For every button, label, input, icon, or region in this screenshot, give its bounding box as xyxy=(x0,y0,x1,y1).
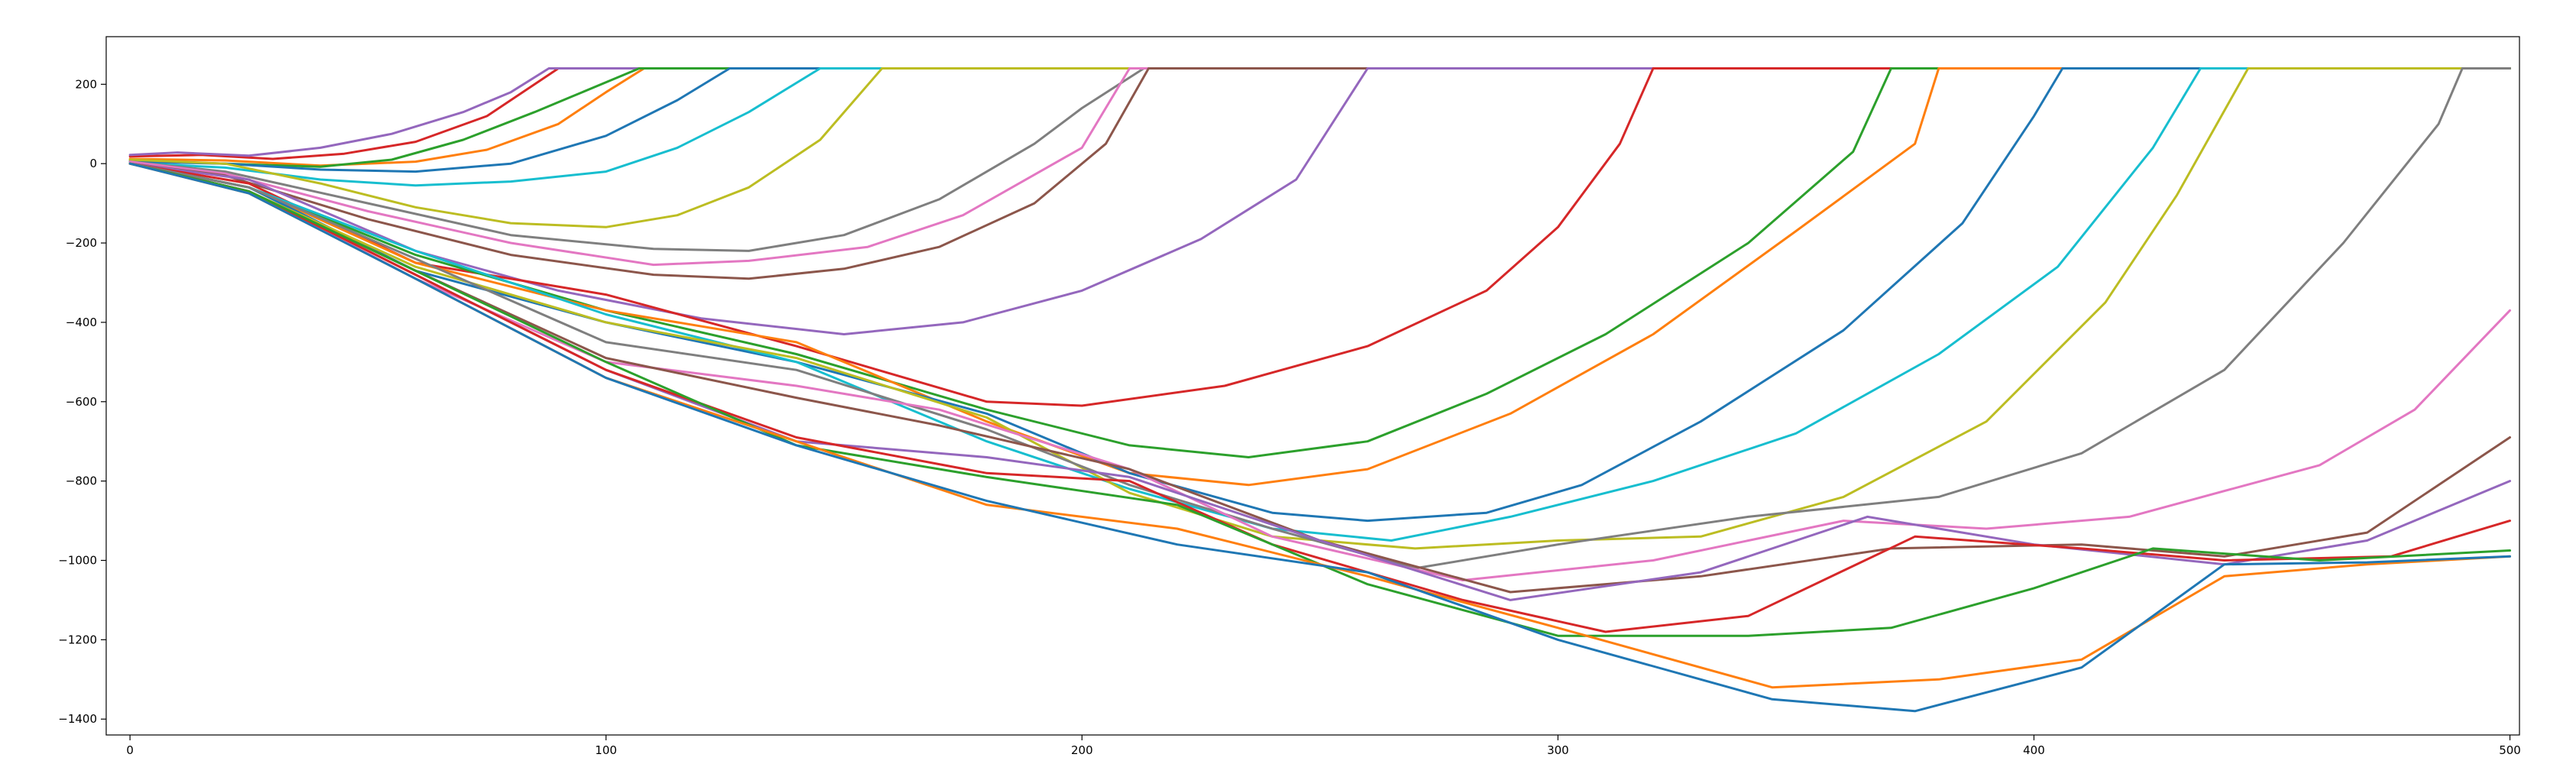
series-line-10 xyxy=(128,67,2511,280)
series-line-18 xyxy=(128,67,2511,570)
y-tick-label: −400 xyxy=(66,316,97,329)
series-line-14 xyxy=(128,67,2511,487)
x-tick-label: 200 xyxy=(1071,743,1093,757)
series-line-23 xyxy=(128,162,2511,637)
y-tick-label: −1000 xyxy=(58,554,97,568)
y-tick-label: −800 xyxy=(66,474,97,488)
y-tick-label: 0 xyxy=(89,157,97,170)
series-line-25 xyxy=(128,162,2511,713)
x-tick-label: 400 xyxy=(2023,743,2045,757)
series-line-7 xyxy=(128,67,2511,228)
x-tick-label: 300 xyxy=(1547,743,1569,757)
y-tick-label: 200 xyxy=(75,77,97,91)
series-line-16 xyxy=(128,67,2511,542)
series-line-9 xyxy=(128,67,2511,267)
series-line-19 xyxy=(128,162,2511,581)
series-line-17 xyxy=(128,67,2511,550)
series-line-8 xyxy=(128,67,2511,252)
series-line-2 xyxy=(128,67,2511,157)
series-line-3 xyxy=(128,67,2511,167)
series-line-13 xyxy=(128,67,2511,458)
x-tick-label: 0 xyxy=(126,743,134,757)
y-tick-label: −1200 xyxy=(58,633,97,646)
plot-frame xyxy=(105,36,2520,736)
axis-layer: 0 100 200 300 400 500 200 0 −200 −400 −600 −800 −100… xyxy=(58,77,2521,757)
y-tick-label: −200 xyxy=(66,236,97,250)
series-line-1 xyxy=(128,67,2511,160)
x-tick-label: 100 xyxy=(595,743,617,757)
series-layer xyxy=(128,67,2511,713)
x-tick-label: 500 xyxy=(2499,743,2521,757)
y-tick-label: −600 xyxy=(66,395,97,409)
series-line-11 xyxy=(128,67,2511,335)
series-line-15 xyxy=(128,67,2511,523)
y-tick-label: −1400 xyxy=(58,712,97,726)
series-line-12 xyxy=(128,67,2511,407)
series-line-5 xyxy=(128,67,2511,173)
